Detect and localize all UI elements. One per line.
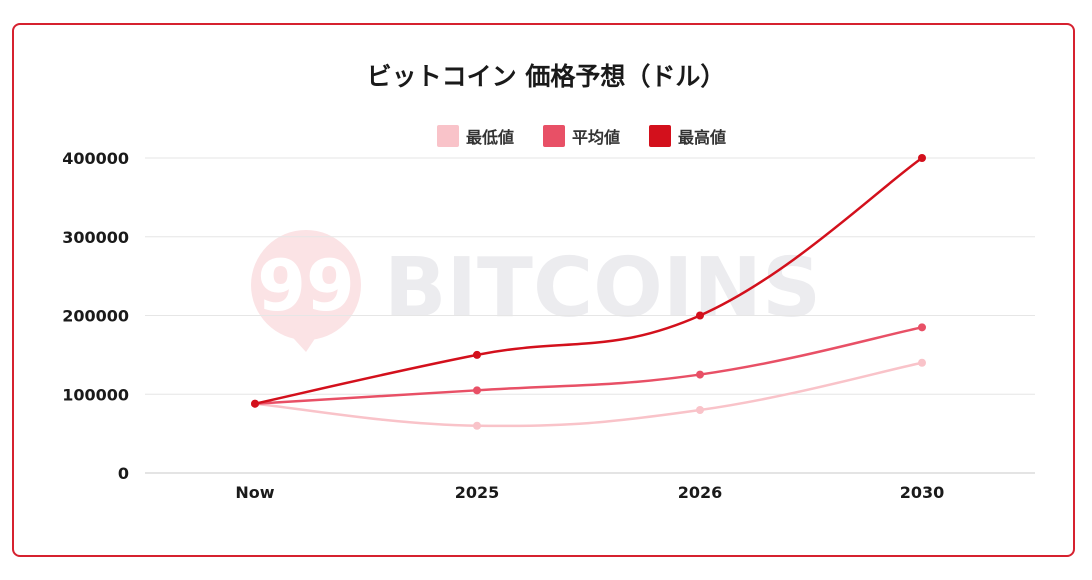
data-point (473, 350, 481, 359)
watermark: 99 BITCOINS (251, 230, 821, 352)
data-point (696, 311, 704, 320)
y-tick-label: 400000 (62, 149, 129, 168)
data-point (473, 421, 481, 430)
legend-label: 最高値 (678, 128, 726, 147)
data-point (696, 370, 704, 379)
watermark-brand-text: BITCOINS (384, 241, 821, 336)
legend-swatch (437, 125, 459, 147)
x-tick-label: 2030 (900, 483, 945, 502)
watermark-badge-tail (284, 328, 318, 352)
chart-title: ビットコイン 価格予想（ドル） (366, 62, 726, 91)
y-axis-ticks: 0 100000 200000 300000 400000 (62, 149, 129, 483)
legend-label: 最低値 (466, 128, 514, 147)
data-point (251, 399, 259, 408)
series-group (251, 154, 926, 430)
watermark-badge (251, 230, 361, 340)
x-tick-label: 2026 (678, 483, 723, 502)
series-line-1 (254, 361, 923, 428)
y-tick-label: 100000 (62, 385, 129, 404)
series-line-2 (254, 326, 923, 405)
y-tick-label: 200000 (62, 307, 129, 326)
y-tick-label: 0 (118, 464, 129, 483)
data-point (918, 154, 926, 162)
y-tick-label: 300000 (62, 228, 129, 247)
data-point (473, 386, 481, 395)
series-line-3 (254, 156, 923, 405)
x-axis-ticks: Now 2025 2026 2030 (235, 483, 944, 502)
legend-label: 平均値 (572, 128, 620, 147)
grid (145, 157, 1035, 474)
watermark-badge-text: 99 (257, 245, 354, 327)
data-point (696, 406, 704, 414)
legend-swatch (543, 125, 565, 147)
x-tick-label: 2025 (455, 483, 500, 502)
legend: 最低値 平均値 最高値 (437, 125, 726, 147)
x-tick-label: Now (235, 483, 274, 502)
legend-swatch (649, 125, 671, 147)
data-point (918, 358, 926, 367)
data-point (918, 323, 926, 332)
chart-card (12, 23, 1075, 557)
